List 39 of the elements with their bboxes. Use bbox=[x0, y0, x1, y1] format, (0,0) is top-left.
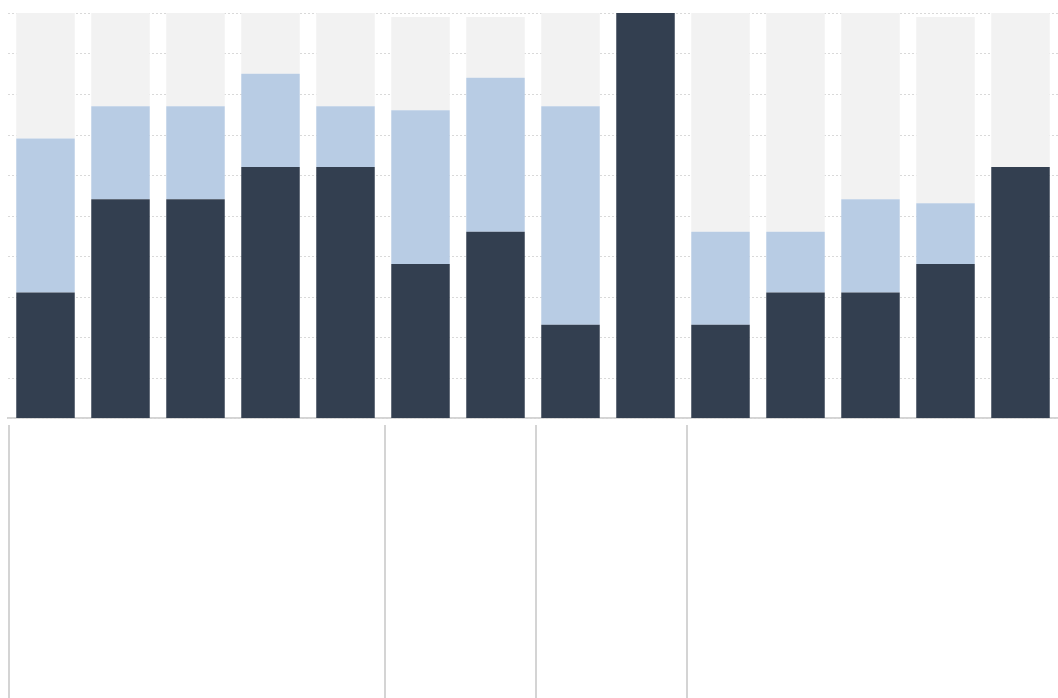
bar bbox=[766, 13, 825, 232]
bar bbox=[316, 13, 375, 107]
bar bbox=[766, 292, 825, 418]
bar bbox=[691, 324, 750, 418]
bar bbox=[91, 199, 150, 418]
bar bbox=[391, 17, 450, 111]
bar bbox=[16, 138, 75, 293]
bar bbox=[991, 166, 1050, 418]
bar bbox=[391, 264, 450, 418]
bar bbox=[841, 199, 900, 293]
bar bbox=[466, 231, 525, 418]
bar bbox=[541, 13, 600, 107]
bar bbox=[166, 199, 225, 418]
bar bbox=[841, 13, 900, 200]
bar bbox=[466, 17, 525, 78]
bar bbox=[916, 203, 975, 265]
bar bbox=[691, 231, 750, 325]
bar bbox=[766, 231, 825, 293]
bar bbox=[316, 106, 375, 167]
bar bbox=[166, 106, 225, 200]
bar bbox=[16, 292, 75, 418]
bar bbox=[541, 324, 600, 418]
bar bbox=[166, 13, 225, 107]
bar bbox=[616, 13, 675, 418]
bar bbox=[16, 13, 75, 139]
bar bbox=[541, 106, 600, 325]
bar bbox=[841, 292, 900, 418]
bar bbox=[91, 106, 150, 200]
bar bbox=[316, 166, 375, 418]
bar bbox=[241, 73, 300, 167]
bar bbox=[91, 13, 150, 107]
bar bbox=[691, 13, 750, 232]
bar bbox=[466, 77, 525, 232]
bar bbox=[241, 166, 300, 418]
bar bbox=[391, 110, 450, 265]
bar bbox=[991, 13, 1050, 167]
bar bbox=[241, 13, 300, 74]
bar bbox=[916, 264, 975, 418]
bar bbox=[916, 17, 975, 204]
